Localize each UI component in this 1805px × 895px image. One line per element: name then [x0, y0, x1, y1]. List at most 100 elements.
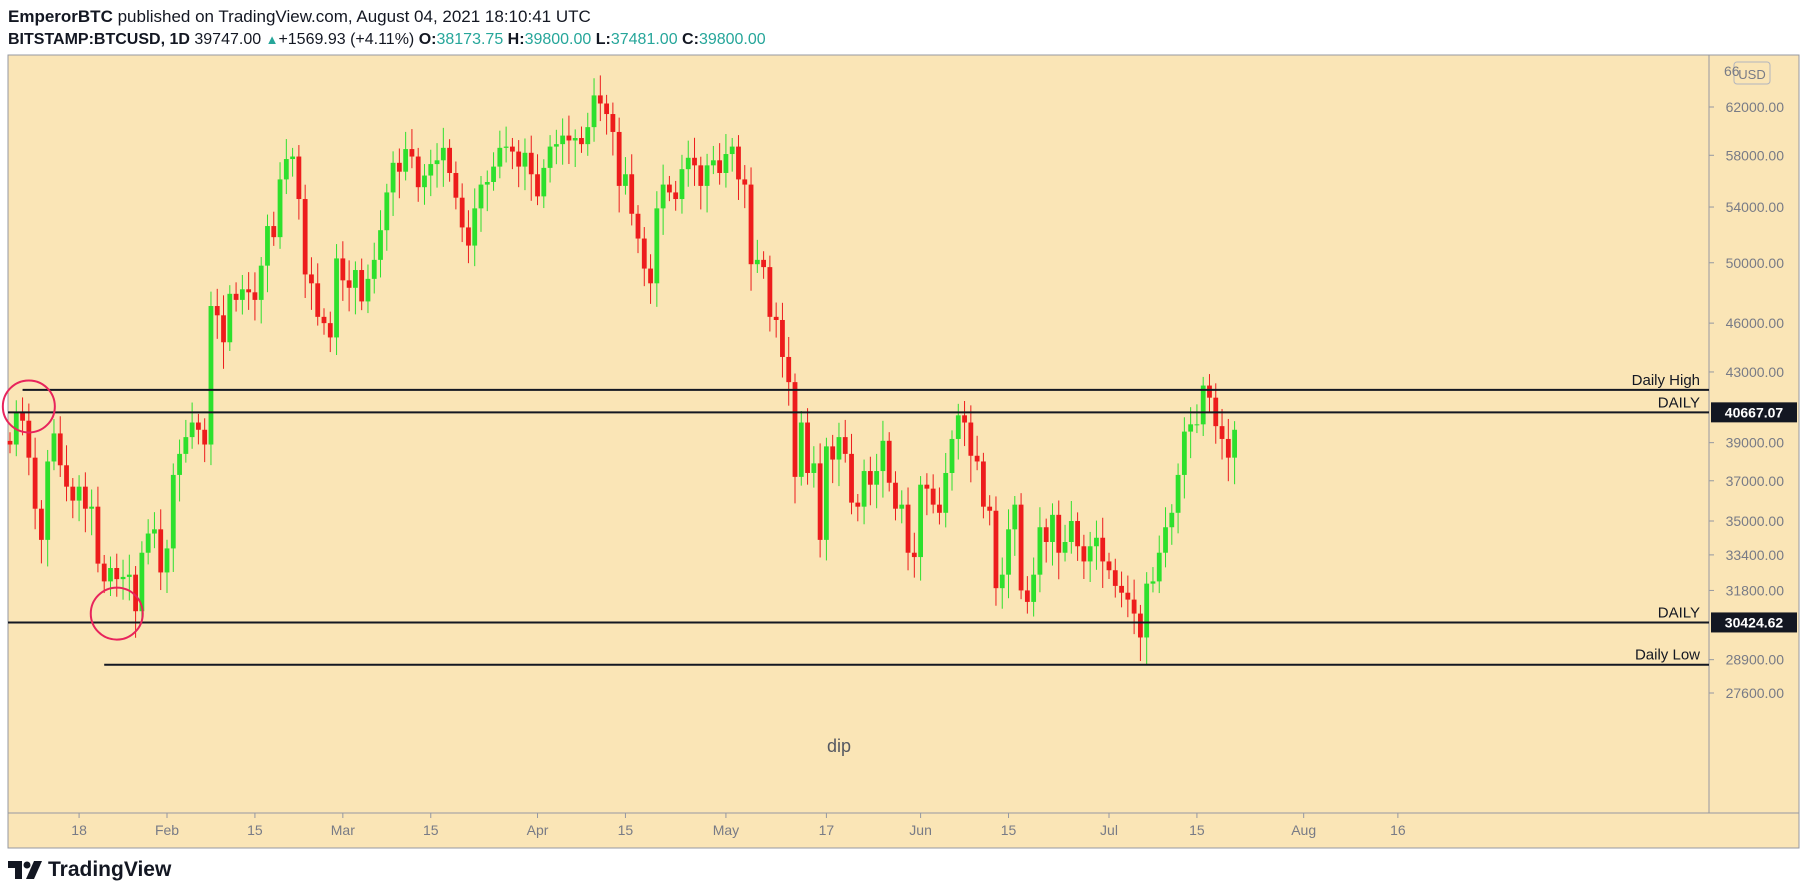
candle-body: [817, 463, 823, 540]
candle-body: [999, 574, 1005, 589]
candle-body: [126, 574, 132, 577]
candle-body: [1024, 590, 1030, 602]
candle-body: [453, 172, 459, 198]
tradingview-logo[interactable]: TradingView: [8, 858, 171, 882]
candle-body: [233, 293, 239, 300]
candle-body: [861, 471, 867, 507]
candle-body: [874, 471, 880, 485]
candle-body: [1219, 426, 1225, 439]
x-tick-label: 15: [423, 822, 439, 838]
y-tick-label: 31800.00: [1726, 582, 1785, 598]
candle-body: [101, 563, 107, 582]
candle-body: [949, 438, 955, 473]
candle-body: [466, 227, 471, 246]
candle-body: [384, 192, 390, 231]
x-tick-label: Aug: [1291, 822, 1316, 838]
candle-body: [484, 181, 490, 185]
candle-body: [440, 147, 446, 161]
candle-body: [246, 289, 252, 293]
candle-body: [478, 184, 484, 209]
candle-body: [761, 259, 766, 268]
candle-body: [811, 463, 817, 473]
level-label: Daily Low: [1635, 647, 1700, 664]
candle-body: [710, 160, 716, 166]
y-tick-label: 62000.00: [1726, 99, 1785, 115]
candle-body: [560, 135, 566, 145]
candle-body: [685, 157, 691, 170]
candle-body: [1175, 474, 1181, 513]
candle-body: [302, 199, 308, 275]
candle-body: [64, 465, 69, 487]
candle-body: [1068, 521, 1074, 542]
candle-body: [748, 184, 754, 265]
candle-body: [120, 576, 126, 580]
candle-body: [962, 415, 967, 423]
low-label: L:: [595, 31, 611, 48]
candle-body: [1138, 613, 1143, 638]
x-tick-label: Apr: [527, 822, 549, 838]
up-triangle-icon: ▲: [265, 32, 279, 47]
candle-body: [516, 151, 522, 167]
price-axis-area[interactable]: [1708, 54, 1800, 814]
tradingview-logo-icon: [8, 861, 42, 879]
candle-body: [899, 504, 905, 509]
y-tick-label: 50000.00: [1726, 255, 1785, 271]
price-change: +1569.93 (+4.11%): [278, 31, 415, 48]
candle-body: [365, 278, 371, 302]
candle-body: [1225, 438, 1231, 458]
dip-annotation: dip: [827, 736, 851, 756]
candle-body: [968, 422, 974, 456]
candle-body: [641, 238, 647, 269]
plot-area[interactable]: [7, 54, 1710, 814]
candle-body: [340, 258, 346, 281]
high-label: H:: [507, 31, 525, 48]
candle-body: [1131, 599, 1137, 614]
candle-body: [842, 437, 848, 454]
candle-body: [1087, 546, 1093, 562]
candle-body: [95, 506, 101, 564]
symbol-label[interactable]: BITSTAMP:BTCUSD, 1D: [8, 31, 190, 48]
currency-badge[interactable]: USD: [1733, 61, 1771, 85]
symbol-ohlc-bar: BITSTAMP:BTCUSD, 1D 39747.00 ▲+1569.93 (…: [8, 30, 766, 50]
candle-body: [321, 316, 327, 324]
candle-body: [905, 504, 911, 553]
candle-body: [434, 160, 440, 165]
high-value: 39800.00: [524, 31, 592, 48]
candle-body: [572, 138, 578, 141]
candle-body: [133, 574, 138, 612]
candle-body: [89, 506, 95, 509]
level-label: DAILY: [1658, 604, 1700, 621]
candle-body: [1200, 385, 1206, 425]
candle-body: [1056, 514, 1062, 553]
candle-body: [26, 420, 32, 458]
candle-body: [164, 548, 170, 573]
candle-body: [1169, 512, 1175, 528]
candle-body: [547, 146, 553, 168]
candle-body: [654, 208, 660, 284]
candle-body: [1106, 561, 1112, 571]
y-tick-label: 28900.00: [1726, 652, 1785, 668]
candle-body: [930, 488, 936, 505]
candle-body: [1012, 504, 1018, 530]
time-axis-area[interactable]: [7, 812, 1800, 849]
candle-body: [660, 184, 666, 209]
candle-body: [265, 226, 270, 266]
candle-body: [309, 274, 314, 284]
candle-body: [283, 159, 289, 180]
candle-body: [1037, 527, 1043, 575]
candle-body: [108, 568, 113, 582]
horizontal-levels: Daily High DAILY 40667.07 DAILY 30424.62 Dail…: [8, 372, 1797, 666]
candle-body: [893, 482, 898, 509]
candle-body: [855, 502, 861, 507]
candle-body: [39, 508, 44, 540]
candle-body: [327, 323, 333, 338]
x-tick-label: 15: [618, 822, 634, 838]
publish-header: EmperorBTC published on TradingView.com,…: [8, 6, 591, 28]
candle-body: [277, 179, 283, 238]
candle-body: [152, 529, 157, 534]
candle-body: [114, 568, 120, 580]
candle-body: [704, 165, 710, 186]
candle-body: [585, 127, 591, 145]
candle-body: [1075, 521, 1080, 547]
